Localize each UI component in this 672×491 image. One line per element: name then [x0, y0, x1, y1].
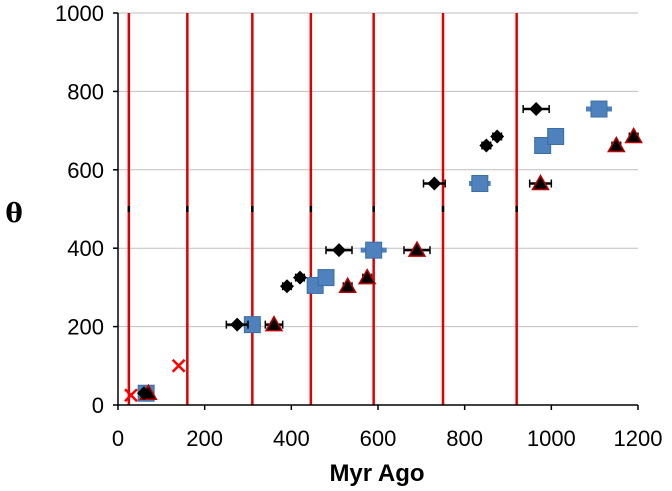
square-point-4-marker [317, 269, 335, 287]
diamond-point-1-marker [137, 386, 151, 401]
y-axis-label: θ [5, 199, 22, 229]
x-axis-label: Myr Ago [329, 460, 424, 487]
square-point-7-marker [534, 136, 552, 154]
diamond-point-1 [137, 386, 151, 401]
triangle-point-7-marker [607, 135, 626, 153]
y-tick-label-0: 0 [92, 393, 104, 418]
y-tick-label-400: 400 [67, 236, 104, 261]
diamond-point-2-marker [230, 317, 245, 332]
axes [113, 12, 639, 410]
diamond-point-6 [422, 176, 446, 191]
diamond-point-7 [479, 138, 494, 153]
diamond-point-6-marker [427, 176, 442, 191]
triangle-point-6-marker [531, 174, 550, 191]
y-tick-label-1000: 1000 [55, 1, 104, 26]
triangle-point-4 [357, 268, 377, 285]
diamond-point-5 [325, 243, 353, 258]
triangle-point-3-marker [338, 276, 357, 293]
x-tick-label-600: 600 [360, 426, 397, 451]
diamond-point-9-marker [529, 102, 544, 117]
square-point-7 [534, 136, 552, 154]
diamond-point-3-marker [280, 279, 294, 294]
triangle-point-6 [528, 174, 553, 191]
grid-lines [118, 12, 638, 328]
y-tick-label-600: 600 [67, 158, 104, 183]
triangle-point-2 [264, 315, 284, 332]
triangle-point-5-marker [407, 240, 427, 257]
square-point-5-marker [365, 241, 383, 259]
x-tick-label-1000: 1000 [527, 426, 576, 451]
triangle-point-2-marker [264, 315, 284, 332]
square-point-4 [317, 269, 335, 287]
diamond-point-4-marker [293, 270, 307, 285]
tick-labels: 0 200 400 600 800 1000 1200 0 200 400 600 800 1000 [55, 1, 662, 451]
diamond-point-2 [225, 317, 249, 332]
square-point-6 [469, 175, 491, 193]
square-point-8 [547, 127, 565, 145]
diamond-point-3 [280, 279, 294, 294]
y-tick-label-800: 800 [67, 79, 104, 104]
cross-point-2 [171, 358, 186, 373]
x-tick-label-200: 200 [186, 426, 223, 451]
triangle-point-8 [624, 126, 643, 144]
square-point-9 [586, 100, 612, 118]
x-tick-label-0: 0 [112, 426, 124, 451]
diamond-point-8-marker [490, 129, 505, 144]
square-point-5 [360, 241, 387, 259]
x-tick-label-800: 800 [446, 426, 483, 451]
x-tick-label-1200: 1200 [614, 426, 663, 451]
x-tick-label-400: 400 [273, 426, 310, 451]
diamond-point-7-marker [479, 138, 494, 153]
triangle-point-8-marker [624, 126, 643, 144]
diamond-point-9 [522, 102, 550, 117]
cross-point-1 [124, 388, 138, 403]
square-point-9-marker [590, 100, 608, 118]
square-point-6-marker [471, 175, 489, 193]
diamond-point-5-marker [332, 243, 346, 258]
data-points [124, 100, 643, 403]
triangle-point-7 [607, 135, 626, 153]
triangle-point-4-marker [357, 268, 377, 285]
vertical-marker-lines [127, 13, 518, 405]
triangle-point-5 [403, 240, 431, 257]
triangle-point-3 [338, 276, 357, 293]
square-point-8-marker [547, 127, 565, 145]
diamond-point-8 [490, 129, 505, 144]
cross-point-2-stroke-b [171, 358, 186, 373]
diamond-point-4 [293, 270, 307, 285]
cross-point-1-stroke-b [124, 388, 138, 403]
y-tick-label-200: 200 [67, 315, 104, 340]
